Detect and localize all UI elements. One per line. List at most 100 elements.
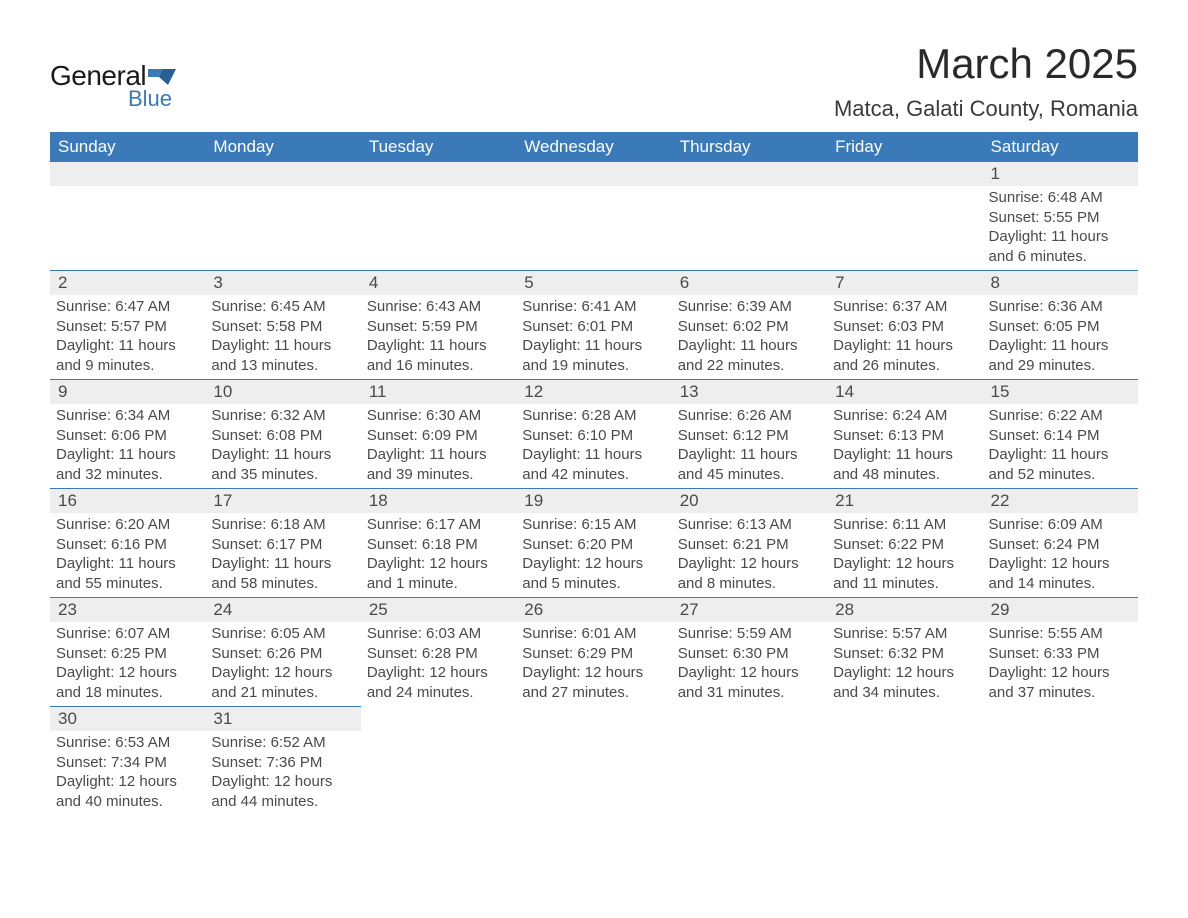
sunrise-line: Sunrise: 6:53 AM <box>56 733 199 753</box>
sunrise-line: Sunrise: 6:03 AM <box>367 624 510 644</box>
sunrise-value: 6:24 AM <box>892 407 947 424</box>
sunset-value: 5:59 PM <box>422 318 478 335</box>
sunset-value: 6:05 PM <box>1044 318 1100 335</box>
calendar-cell: 1Sunrise: 6:48 AMSunset: 5:55 PMDaylight… <box>983 162 1138 271</box>
daylight-line2: and 13 minutes. <box>211 356 354 376</box>
day-detail: Sunrise: 6:41 AMSunset: 6:01 PMDaylight:… <box>516 295 671 379</box>
calendar-table: SundayMondayTuesdayWednesdayThursdayFrid… <box>50 132 1138 815</box>
sunset-value: 6:16 PM <box>111 536 167 553</box>
sunrise-line: Sunrise: 6:36 AM <box>989 297 1132 317</box>
day-number: 27 <box>672 598 827 622</box>
sunset-value: 6:10 PM <box>577 427 633 444</box>
sunrise-value: 6:32 AM <box>271 407 326 424</box>
day-header: Thursday <box>672 132 827 162</box>
calendar-cell: 4Sunrise: 6:43 AMSunset: 5:59 PMDaylight… <box>361 271 516 380</box>
day-detail: Sunrise: 6:37 AMSunset: 6:03 PMDaylight:… <box>827 295 982 379</box>
daylight-minutes: 21 <box>241 684 258 701</box>
daylight-minutes: 29 <box>1018 357 1035 374</box>
daylight-line: Daylight: 12 hours <box>56 663 199 683</box>
day-number <box>827 707 982 731</box>
calendar-cell: 22Sunrise: 6:09 AMSunset: 6:24 PMDayligh… <box>983 489 1138 598</box>
day-number: 5 <box>516 271 671 295</box>
sunrise-line: Sunrise: 6:28 AM <box>522 406 665 426</box>
month-title: March 2025 <box>834 40 1138 88</box>
sunset-line: Sunset: 6:24 PM <box>989 535 1132 555</box>
day-number <box>672 162 827 186</box>
daylight-hours: 12 <box>896 664 913 681</box>
sunset-line: Sunset: 6:25 PM <box>56 644 199 664</box>
daylight-hours: 11 <box>119 446 135 463</box>
daylight-minutes: 37 <box>1018 684 1035 701</box>
daylight-line: Daylight: 11 hours <box>56 336 199 356</box>
day-number: 9 <box>50 380 205 404</box>
sunrise-value: 6:22 AM <box>1048 407 1103 424</box>
daylight-line2: and 35 minutes. <box>211 465 354 485</box>
sunset-value: 6:17 PM <box>266 536 322 553</box>
sunrise-line: Sunrise: 6:07 AM <box>56 624 199 644</box>
sunrise-line: Sunrise: 6:30 AM <box>367 406 510 426</box>
daylight-minutes: 31 <box>707 684 724 701</box>
sunset-value: 6:03 PM <box>888 318 944 335</box>
day-detail: Sunrise: 6:45 AMSunset: 5:58 PMDaylight:… <box>205 295 360 379</box>
daylight-line: Daylight: 11 hours <box>989 227 1132 247</box>
daylight-line2: and 1 minute. <box>367 574 510 594</box>
daylight-minutes: 8 <box>707 575 715 592</box>
day-number: 13 <box>672 380 827 404</box>
day-number <box>672 707 827 731</box>
day-number: 21 <box>827 489 982 513</box>
calendar-cell: 12Sunrise: 6:28 AMSunset: 6:10 PMDayligh… <box>516 380 671 489</box>
daylight-hours: 12 <box>585 555 602 572</box>
sunrise-value: 6:37 AM <box>892 298 947 315</box>
calendar-week: 16Sunrise: 6:20 AMSunset: 6:16 PMDayligh… <box>50 489 1138 598</box>
daylight-minutes: 55 <box>85 575 102 592</box>
daylight-minutes: 13 <box>241 357 258 374</box>
daylight-line: Daylight: 12 hours <box>56 772 199 792</box>
day-header: Monday <box>205 132 360 162</box>
daylight-hours: 11 <box>896 446 912 463</box>
calendar-cell <box>672 162 827 271</box>
day-number: 3 <box>205 271 360 295</box>
sunrise-value: 6:39 AM <box>737 298 792 315</box>
sunset-value: 7:34 PM <box>111 754 167 771</box>
day-detail: Sunrise: 6:28 AMSunset: 6:10 PMDaylight:… <box>516 404 671 488</box>
daylight-line: Daylight: 12 hours <box>522 663 665 683</box>
day-detail: Sunrise: 6:18 AMSunset: 6:17 PMDaylight:… <box>205 513 360 597</box>
daylight-line2: and 22 minutes. <box>678 356 821 376</box>
calendar-week: 9Sunrise: 6:34 AMSunset: 6:06 PMDaylight… <box>50 380 1138 489</box>
day-detail: Sunrise: 6:43 AMSunset: 5:59 PMDaylight:… <box>361 295 516 379</box>
sunrise-line: Sunrise: 6:34 AM <box>56 406 199 426</box>
day-detail: Sunrise: 6:09 AMSunset: 6:24 PMDaylight:… <box>983 513 1138 597</box>
calendar-week: 30Sunrise: 6:53 AMSunset: 7:34 PMDayligh… <box>50 707 1138 816</box>
day-header: Sunday <box>50 132 205 162</box>
sunrise-value: 6:20 AM <box>115 516 170 533</box>
day-number: 11 <box>361 380 516 404</box>
daylight-minutes: 16 <box>396 357 413 374</box>
daylight-line: Daylight: 11 hours <box>833 336 976 356</box>
calendar-cell: 9Sunrise: 6:34 AMSunset: 6:06 PMDaylight… <box>50 380 205 489</box>
sunset-line: Sunset: 6:26 PM <box>211 644 354 664</box>
daylight-hours: 11 <box>1051 337 1067 354</box>
calendar-cell: 24Sunrise: 6:05 AMSunset: 6:26 PMDayligh… <box>205 598 360 707</box>
calendar-cell: 11Sunrise: 6:30 AMSunset: 6:09 PMDayligh… <box>361 380 516 489</box>
daylight-minutes: 40 <box>85 793 102 810</box>
day-detail: Sunrise: 5:55 AMSunset: 6:33 PMDaylight:… <box>983 622 1138 706</box>
calendar-cell: 17Sunrise: 6:18 AMSunset: 6:17 PMDayligh… <box>205 489 360 598</box>
day-number <box>983 707 1138 731</box>
sunrise-value: 6:36 AM <box>1048 298 1103 315</box>
daylight-hours: 11 <box>274 555 290 572</box>
daylight-hours: 11 <box>585 337 601 354</box>
sunrise-line: Sunrise: 6:18 AM <box>211 515 354 535</box>
calendar-cell: 26Sunrise: 6:01 AMSunset: 6:29 PMDayligh… <box>516 598 671 707</box>
daylight-line2: and 37 minutes. <box>989 683 1132 703</box>
calendar-cell <box>361 162 516 271</box>
daylight-hours: 12 <box>585 664 602 681</box>
day-detail: Sunrise: 6:30 AMSunset: 6:09 PMDaylight:… <box>361 404 516 488</box>
daylight-line2: and 5 minutes. <box>522 574 665 594</box>
day-number: 24 <box>205 598 360 622</box>
daylight-hours: 12 <box>274 773 291 790</box>
day-detail: Sunrise: 6:24 AMSunset: 6:13 PMDaylight:… <box>827 404 982 488</box>
sunrise-value: 6:15 AM <box>581 516 636 533</box>
sunset-line: Sunset: 6:01 PM <box>522 317 665 337</box>
sunrise-line: Sunrise: 6:24 AM <box>833 406 976 426</box>
daylight-minutes: 5 <box>551 575 559 592</box>
